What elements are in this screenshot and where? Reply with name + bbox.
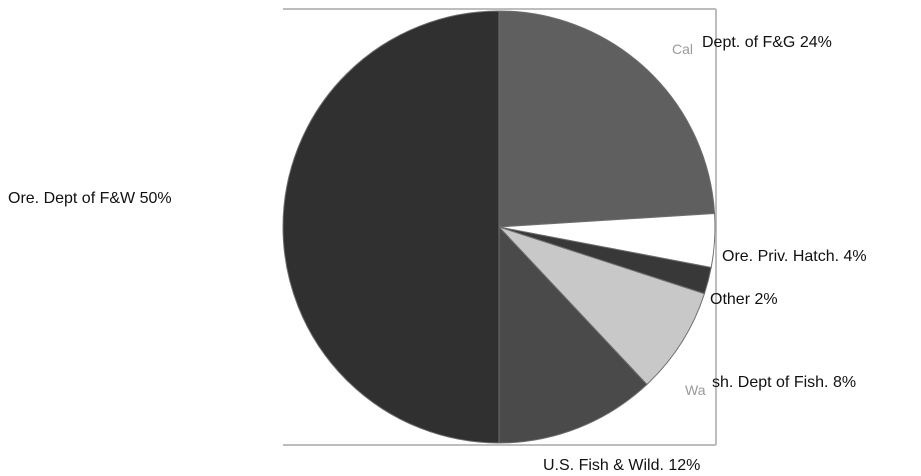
slice-label-other: Other 2% [710, 291, 778, 308]
slice-label-ore-dept-fw: Ore. Dept of F&W 50% [8, 190, 172, 207]
pie-slice-0 [498, 10, 716, 228]
ghost-label-3: Wa [685, 382, 706, 398]
ghost-label-0: Cal [672, 41, 693, 57]
pie-slice-4 [498, 225, 648, 444]
pie-slices [282, 10, 716, 444]
slice-label-us-fish-wild: U.S. Fish & Wild. 12% [543, 457, 700, 474]
slice-label-wash-dept-fish: sh. Dept of Fish. 8% [712, 374, 856, 391]
pie-ghost-labels: Cal Wa [672, 41, 706, 398]
slice-label-ore-priv-hatch: Ore. Priv. Hatch. 4% [722, 248, 867, 265]
pie-slice-3 [498, 226, 706, 386]
slice-label-dept-fg: Dept. of F&G 24% [702, 34, 832, 51]
pie-slice-5 [282, 10, 500, 444]
